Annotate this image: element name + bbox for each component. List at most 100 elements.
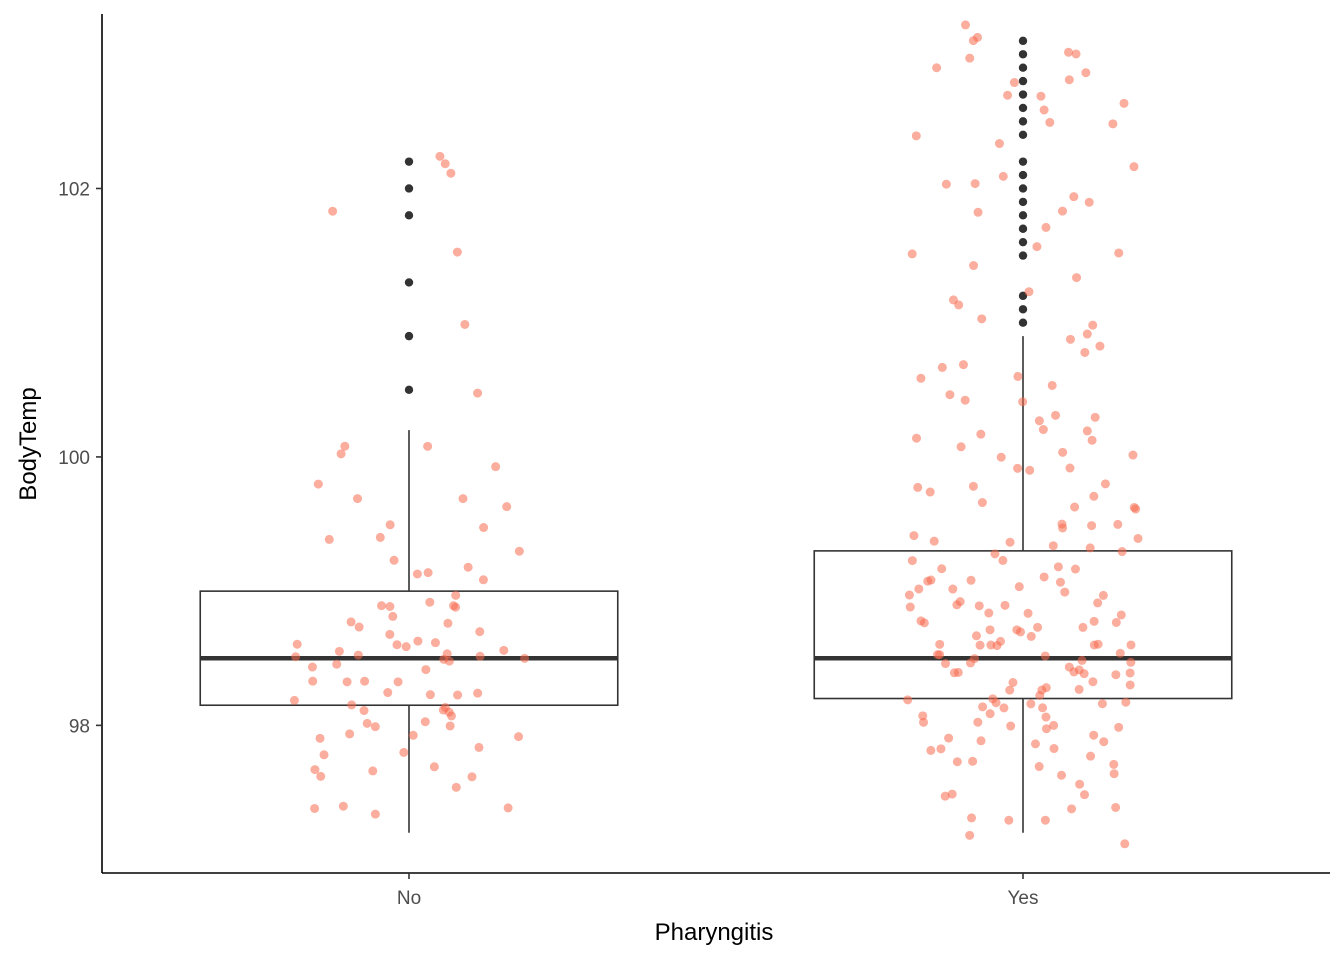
jitter-point [994, 139, 1004, 149]
jitter-point [413, 636, 423, 646]
jitter-point [918, 711, 928, 721]
jitter-point [408, 730, 418, 740]
jitter-point [1080, 790, 1090, 800]
jitter-point [385, 520, 395, 530]
jitter-point [353, 650, 363, 660]
jitter-point [502, 502, 512, 512]
jitter-point [491, 462, 501, 472]
jitter-point [903, 695, 913, 705]
jitter-point [1036, 91, 1046, 101]
jitter-point [435, 151, 445, 161]
jitter-point [948, 584, 958, 594]
box-group-yes [813, 36, 1233, 833]
x-axis-title: Pharyngitis [655, 919, 774, 946]
jitter-point [362, 718, 372, 728]
jitter-point [988, 694, 998, 704]
jitter-point [937, 362, 947, 372]
jitter-point [952, 757, 962, 767]
jitter-point [1087, 435, 1097, 445]
jitter-point [1064, 662, 1074, 672]
jitter-point [1071, 49, 1081, 59]
jitter-point [968, 481, 978, 491]
jitter-point [1082, 329, 1092, 339]
jitter-point [479, 523, 489, 533]
jitter-point [1030, 739, 1040, 749]
jitter-point [347, 700, 357, 710]
jitter-point [310, 765, 320, 775]
jitter-point [904, 590, 914, 600]
jitter-point [1098, 590, 1108, 600]
jitter-point [354, 622, 364, 632]
jitter-point [1090, 412, 1100, 422]
jitter-point [1048, 541, 1058, 551]
jitter-point [1099, 737, 1109, 747]
jitter-point [1058, 206, 1068, 216]
jitter-point [977, 314, 987, 324]
jitter-point [475, 627, 485, 637]
jitter-point [966, 658, 976, 668]
jitter-point [911, 131, 921, 141]
jitter-point [974, 601, 984, 611]
jitter-point [388, 611, 398, 621]
jitter-point [1088, 677, 1098, 687]
jitter-group-no [289, 151, 530, 819]
jitter-point [1018, 397, 1028, 407]
jitter-point [1065, 334, 1075, 344]
jitter-point [1109, 759, 1119, 769]
jitter-point [998, 555, 1008, 565]
outlier-point [1018, 90, 1028, 99]
jitter-point [935, 650, 945, 660]
jitter-point [310, 803, 320, 813]
jitter-point [914, 584, 924, 594]
jitter-point [443, 618, 453, 628]
x-tick-label: No [397, 888, 421, 909]
jitter-point [998, 171, 1008, 181]
jitter-point [905, 602, 915, 612]
y-tick-label: 98 [69, 716, 90, 737]
jitter-point [945, 390, 955, 400]
outlier-point [1018, 170, 1028, 180]
jitter-point [1116, 610, 1126, 620]
jitter-point [973, 717, 983, 727]
jitter-point [377, 601, 387, 611]
jitter-point [1023, 608, 1033, 618]
outlier-point [1018, 103, 1028, 113]
jitter-point [1055, 577, 1065, 587]
jitter-point [970, 179, 980, 189]
jitter-point [1128, 450, 1138, 460]
jitter-point [1113, 519, 1123, 529]
jitter-point [1070, 502, 1080, 512]
outlier-point [404, 157, 414, 166]
jitter-point [1035, 690, 1045, 700]
jitter-point [1003, 90, 1013, 100]
jitter-point [520, 653, 530, 663]
jitter-point [1086, 751, 1096, 761]
jitter-point [1095, 341, 1105, 351]
jitter-point [1005, 537, 1015, 547]
jitter-point [919, 717, 929, 727]
jitter-point [996, 452, 1006, 462]
jitter-point [370, 809, 380, 819]
jitter-point [319, 750, 329, 760]
jitter-point [1111, 617, 1121, 627]
box-iqr [813, 550, 1233, 700]
jitter-point [992, 641, 1002, 651]
jitter-point [425, 597, 435, 607]
jitter-point [1114, 248, 1124, 258]
jitter-point [514, 732, 524, 742]
jitter-point [941, 179, 951, 189]
outlier-point [1018, 318, 1028, 327]
jitter-point [1114, 722, 1124, 732]
tick-labels: 98 100 102 No Yes [58, 179, 1038, 909]
jitter-point [1133, 533, 1143, 543]
jitter-point [916, 616, 926, 626]
jitter-point [1078, 622, 1088, 632]
jitter-point [954, 300, 964, 310]
jitter-point [966, 575, 976, 585]
jitter-point [1033, 622, 1043, 632]
jitter-point [1039, 105, 1049, 115]
outlier-point [1018, 117, 1028, 126]
jitter-point [1131, 504, 1141, 514]
jitter-point [985, 709, 995, 719]
